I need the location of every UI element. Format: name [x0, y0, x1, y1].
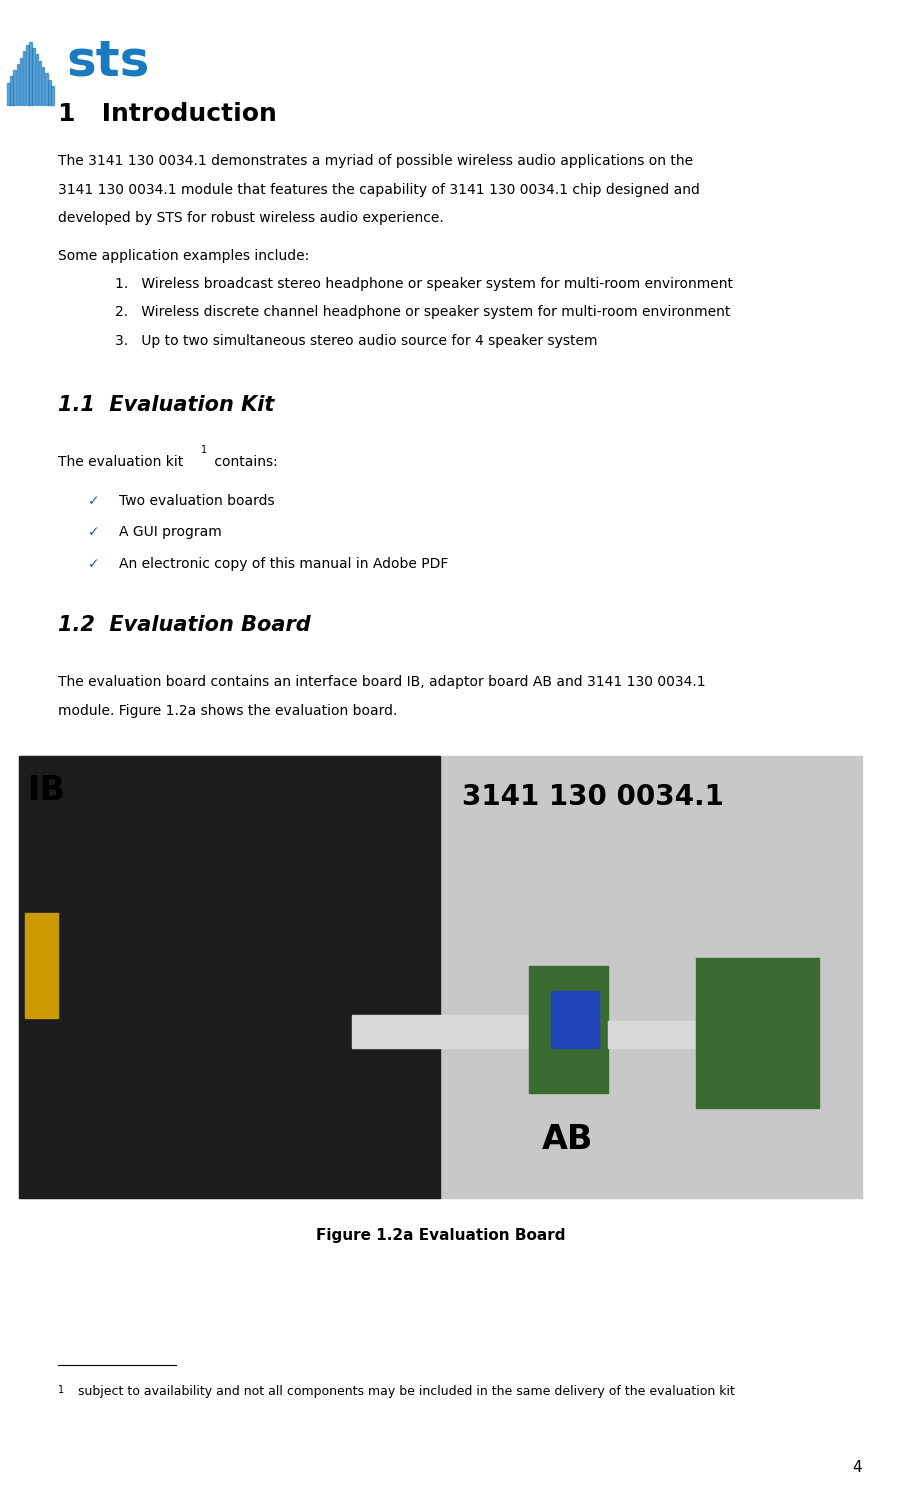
- Bar: [16, 64, 19, 105]
- Bar: [20, 756, 861, 1198]
- Text: developed by STS for robust wireless audio experience.: developed by STS for robust wireless aud…: [59, 211, 444, 225]
- Bar: [20, 57, 23, 105]
- Bar: [42, 67, 44, 105]
- Bar: [29, 42, 32, 105]
- Bar: [551, 991, 599, 1048]
- Text: A GUI program: A GUI program: [119, 525, 222, 539]
- Bar: [23, 51, 25, 105]
- Bar: [45, 73, 48, 105]
- Text: The evaluation kit: The evaluation kit: [59, 455, 184, 469]
- Bar: [7, 82, 10, 105]
- Text: contains:: contains:: [210, 455, 278, 469]
- Text: 3.   Up to two simultaneous stereo audio source for 4 speaker system: 3. Up to two simultaneous stereo audio s…: [114, 334, 597, 347]
- Bar: [608, 1021, 696, 1048]
- Text: subject to availability and not all components may be included in the same deliv: subject to availability and not all comp…: [77, 1385, 734, 1398]
- Text: 1: 1: [201, 445, 207, 455]
- Text: 3141 130 0034.1: 3141 130 0034.1: [462, 783, 724, 811]
- Text: 2.   Wireless discrete channel headphone or speaker system for multi-room enviro: 2. Wireless discrete channel headphone o…: [114, 305, 730, 319]
- Bar: [32, 48, 35, 105]
- Bar: [10, 76, 13, 105]
- Bar: [39, 61, 41, 105]
- Text: Figure 1.2a Evaluation Board: Figure 1.2a Evaluation Board: [315, 1228, 565, 1243]
- Text: 4: 4: [852, 1460, 861, 1475]
- Text: Some application examples include:: Some application examples include:: [59, 249, 309, 262]
- Bar: [26, 45, 29, 105]
- Text: An electronic copy of this manual in Adobe PDF: An electronic copy of this manual in Ado…: [119, 557, 449, 570]
- Bar: [14, 70, 16, 105]
- Text: 1: 1: [59, 1385, 64, 1395]
- Bar: [529, 966, 608, 1093]
- Bar: [352, 1015, 581, 1048]
- Text: The 3141 130 0034.1 demonstrates a myriad of possible wireless audio application: The 3141 130 0034.1 demonstrates a myria…: [59, 154, 693, 168]
- Text: ✓: ✓: [88, 557, 100, 570]
- Text: 1   Introduction: 1 Introduction: [59, 102, 277, 126]
- Text: sts: sts: [66, 37, 150, 85]
- Bar: [20, 756, 441, 1198]
- Text: AB: AB: [542, 1123, 593, 1156]
- Text: module. Figure 1.2a shows the evaluation board.: module. Figure 1.2a shows the evaluation…: [59, 704, 397, 717]
- Text: ✓: ✓: [88, 494, 100, 507]
- Bar: [51, 85, 54, 105]
- Text: 3141 130 0034.1 module that features the capability of 3141 130 0034.1 chip desi: 3141 130 0034.1 module that features the…: [59, 183, 700, 196]
- Text: The evaluation board contains an interface board IB, adaptor board AB and 3141 1: The evaluation board contains an interfa…: [59, 675, 705, 689]
- Text: 1.1  Evaluation Kit: 1.1 Evaluation Kit: [59, 395, 275, 415]
- Bar: [24, 913, 59, 1018]
- Text: Two evaluation boards: Two evaluation boards: [119, 494, 275, 507]
- Text: 1.   Wireless broadcast stereo headphone or speaker system for multi-room enviro: 1. Wireless broadcast stereo headphone o…: [114, 277, 733, 290]
- Text: ✓: ✓: [88, 525, 100, 539]
- Bar: [49, 79, 50, 105]
- Bar: [696, 958, 819, 1108]
- Bar: [36, 54, 38, 105]
- Text: 1.2  Evaluation Board: 1.2 Evaluation Board: [59, 615, 311, 635]
- Text: IB: IB: [28, 774, 66, 807]
